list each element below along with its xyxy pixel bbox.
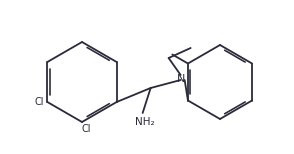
Text: Cl: Cl xyxy=(35,97,44,107)
Text: N: N xyxy=(176,74,185,84)
Text: NH₂: NH₂ xyxy=(135,117,154,127)
Text: Cl: Cl xyxy=(81,124,91,134)
